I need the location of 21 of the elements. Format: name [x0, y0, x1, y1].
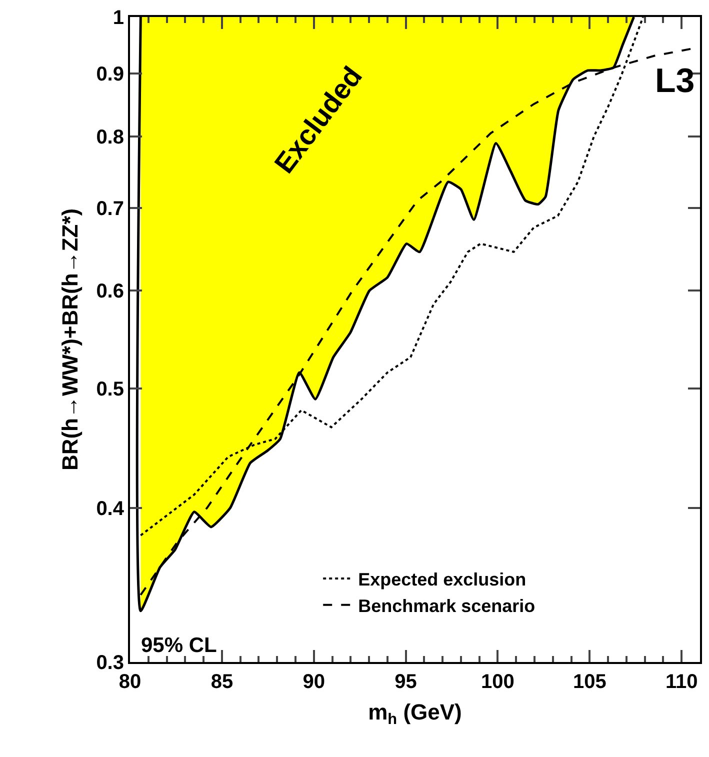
x-tick-label: 110 [665, 671, 698, 693]
x-tick-label: 105 [572, 671, 606, 693]
y-tick-label: 0.7 [96, 198, 124, 220]
y-tick-label: 0.3 [96, 652, 124, 674]
x-tick-label: 85 [210, 671, 234, 693]
y-tick-label: 0.5 [96, 378, 124, 400]
x-tick-label: 100 [481, 671, 514, 693]
x-tick-label: 90 [302, 671, 325, 693]
y-tick-label: 0.8 [96, 126, 124, 149]
y-tick-label: 0.6 [96, 280, 124, 303]
annotation: 95% CL [141, 634, 218, 657]
y-tick-label: 0.9 [96, 63, 124, 86]
x-axis-title: m$_{h}$ (GeV) [368, 699, 462, 728]
y-tick-label: 1 [112, 7, 124, 29]
y-tick-label: 0.4 [96, 498, 125, 520]
legend-label: Benchmark scenario [358, 596, 536, 616]
x-tick-label: 95 [394, 671, 417, 693]
legend-label: Expected exclusion [358, 570, 526, 590]
y-axis-title: BR(h→WW*)+BR(h→ZZ*) [57, 208, 82, 471]
x-tick-label: 80 [118, 671, 142, 693]
annotation: L3 [655, 62, 695, 100]
